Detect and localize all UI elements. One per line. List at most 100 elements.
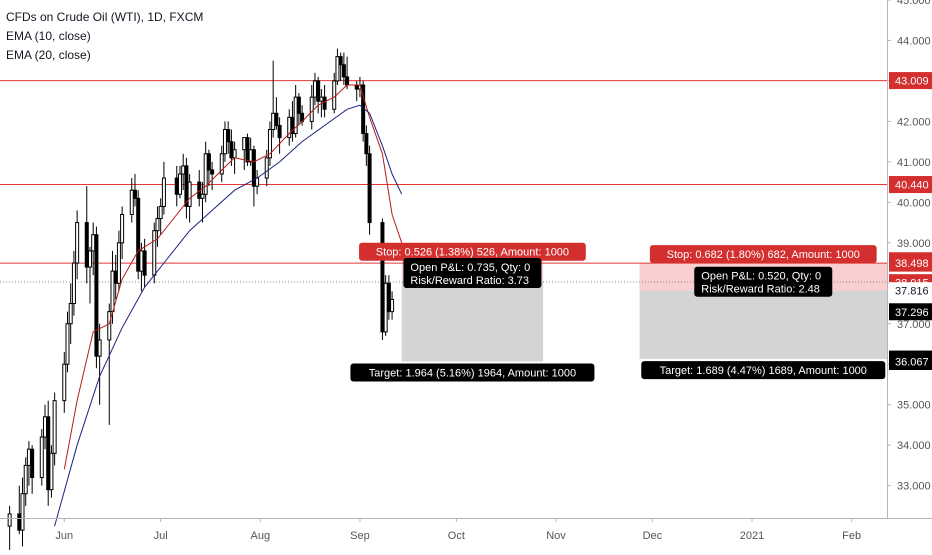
candle-body-2020-08-28: [345, 76, 350, 86]
legend-ema20[interactable]: EMA (20, close): [6, 48, 91, 62]
candle-body-2020-05-26: [42, 416, 47, 438]
y-tick-42.000: 42.000: [897, 116, 931, 128]
x-tick-Jul: Jul: [154, 530, 168, 542]
candle-body-2020-06-04: [71, 262, 76, 305]
candle-body-2020-07-24: [232, 149, 237, 159]
candle-body-2020-06-12: [97, 339, 102, 357]
price-tag-37.816: 37.816: [895, 286, 929, 298]
candle-body-2020-06-03: [68, 303, 73, 325]
candle-body-2020-07-10: [187, 181, 192, 207]
candle-body-2020-08-25: [335, 56, 340, 82]
position-labels: Stop: 0.526 (1.38%) 526, Amount: 1000 Tar…: [350, 242, 886, 382]
candle-body-2020-07-17: [210, 169, 215, 175]
candle-body-2020-05-25: [39, 436, 44, 479]
candle-body-2020-06-24: [136, 197, 141, 272]
y-tick-35.000: 35.000: [897, 400, 931, 412]
candle-body-2020-06-30: [155, 218, 160, 232]
x-tick-Oct: Oct: [448, 530, 465, 542]
candle-body-2020-06-02: [65, 323, 70, 365]
candle-body-2020-06-05: [75, 222, 80, 264]
y-tick-44.000: 44.000: [897, 35, 931, 47]
candle-body-2020-06-25: [139, 250, 144, 272]
candle-body-2020-08-12: [293, 96, 298, 135]
y-tick-37.000: 37.000: [897, 319, 931, 331]
candle-body-2020-07-31: [255, 177, 260, 187]
price-tag-bg-38.498: [889, 254, 932, 272]
candle-body-2020-05-21: [26, 448, 31, 466]
candle-body-2020-08-06: [274, 112, 279, 126]
candle-body-2020-06-29: [152, 230, 157, 276]
stop-label-2: Stop: 0.682 (1.80%) 682, Amount: 1000: [667, 249, 860, 261]
candle-body-2020-09-10: [386, 282, 391, 313]
candle-body-2020-08-17: [309, 96, 314, 122]
x-tick-Nov: Nov: [546, 530, 566, 542]
candle-body-2020-05-22: [30, 448, 35, 479]
candle-body-2020-08-26: [338, 56, 343, 66]
x-tick-Aug: Aug: [251, 530, 271, 542]
candle-body-2020-08-19: [316, 80, 321, 102]
price-tag-37.296: 37.296: [895, 307, 929, 319]
candle-body-2020-06-01: [62, 363, 67, 402]
candle-body-2020-09-11: [390, 298, 395, 313]
candle-body-2020-08-20: [319, 96, 324, 102]
legend-ema10[interactable]: EMA (10, close): [6, 29, 91, 43]
candle-body-2020-05-18: [17, 513, 22, 531]
target-label-2-bg: [641, 361, 886, 380]
candle-body-2020-07-30: [251, 149, 256, 187]
legend-title[interactable]: CFDs on Crude Oil (WTI), 1D, FXCM: [6, 10, 204, 24]
candle-body-2020-08-27: [341, 64, 346, 78]
price-tag-bg-37.296: [889, 303, 932, 321]
candle-body-2020-06-08: [84, 222, 89, 268]
info-pnl-2: Open P&L: 0.520, Qty: 0: [701, 271, 821, 283]
x-tick-Dec: Dec: [643, 530, 663, 542]
info-rr-1: Risk/Reward Ratio: 3.73: [410, 275, 529, 287]
stop-label-1: Stop: 0.526 (1.38%) 526, Amount: 1000: [376, 247, 569, 259]
candle-body-2020-09-03: [364, 133, 369, 155]
candle-body-2020-08-05: [271, 112, 276, 130]
candle-body-2020-07-27: [242, 137, 247, 151]
candle-body-2020-06-15: [107, 311, 112, 341]
candle-body-2020-05-29: [52, 400, 57, 454]
y-tick-39.000: 39.000: [897, 238, 931, 250]
x-tick-Feb: Feb: [842, 530, 861, 542]
stop-label-1-bg: [359, 242, 586, 261]
candle-body-2020-07-01: [158, 205, 163, 220]
candle-body-2020-07-07: [177, 173, 182, 195]
candle-body-2020-07-22: [226, 129, 231, 143]
candle-body-2020-08-03: [264, 157, 269, 179]
x-tick-Jun: Jun: [55, 530, 73, 542]
price-tag-38.498: 38.498: [895, 258, 929, 270]
candle-body-2020-05-27: [46, 416, 51, 491]
candle-body-2020-05-15: [7, 513, 12, 527]
candle-body-2020-07-02: [161, 177, 166, 207]
candle-body-2020-09-09: [383, 282, 388, 333]
target-zone-1: [401, 282, 544, 362]
candle-body-2020-05-20: [23, 464, 28, 495]
candle-body-2020-09-04: [367, 153, 372, 224]
candle-body-2020-07-15: [203, 153, 208, 195]
candles-layer: [7, 48, 395, 551]
info-rr-2: Risk/Reward Ratio: 2.48: [701, 284, 820, 296]
y-tick-34.000: 34.000: [897, 440, 931, 452]
price-tag-bg-43.009: [889, 72, 932, 90]
candle-body-2020-08-21: [322, 96, 327, 110]
chart-legend: CFDs on Crude Oil (WTI), 1D, FXCM EMA (1…: [6, 8, 203, 65]
price-tag-bg-40.440: [889, 176, 932, 194]
info-pnl-1: Open P&L: 0.735, Qty: 0: [410, 262, 530, 274]
info-box-2: [694, 266, 833, 297]
info-box-1: [403, 258, 542, 289]
candle-body-2020-08-31: [354, 84, 359, 90]
candle-body-2020-09-08: [380, 222, 385, 333]
price-tag-40.440: 40.440: [895, 180, 929, 192]
candle-body-2020-06-18: [116, 242, 121, 284]
x-tick-Sep: Sep: [350, 530, 370, 542]
candle-body-2020-08-13: [296, 96, 301, 114]
price-tag-bg-37.816: [889, 282, 932, 300]
candle-body-2020-06-09: [87, 250, 92, 268]
candle-body-2020-06-23: [132, 189, 137, 199]
y-tick-40.000: 40.000: [897, 197, 931, 209]
candle-body-2020-07-28: [245, 137, 250, 163]
